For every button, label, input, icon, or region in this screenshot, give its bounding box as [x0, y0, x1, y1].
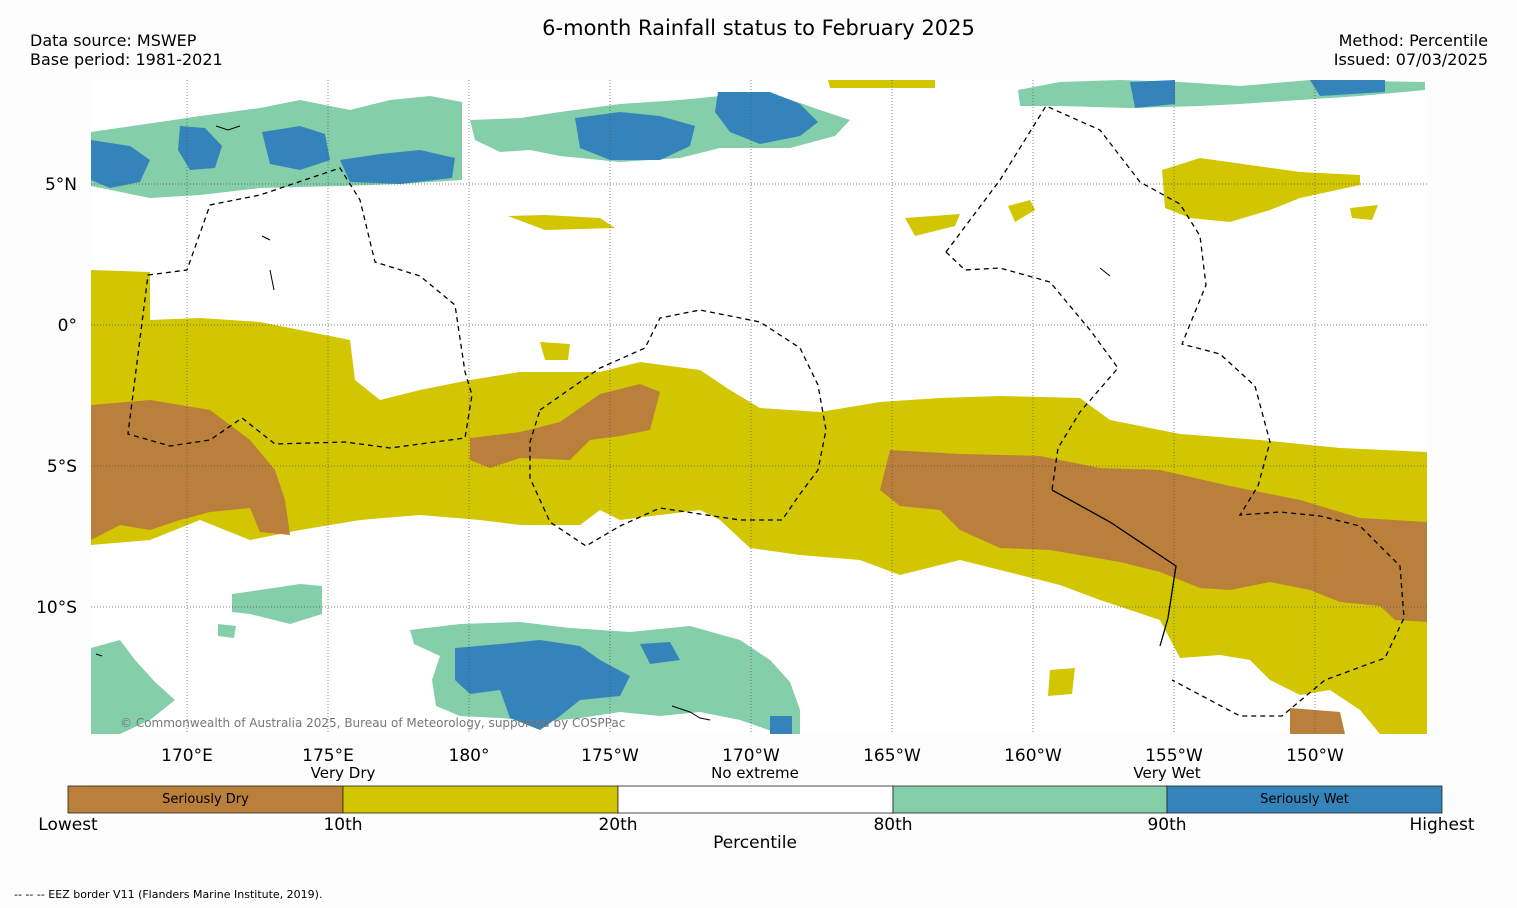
seriously-dry-regions — [91, 384, 1427, 734]
lon-label: 175°E — [302, 746, 354, 766]
issued-date: Issued: 07/03/2025 — [1333, 50, 1488, 69]
very-dry-regions — [91, 80, 1427, 734]
colorbar-very-dry — [342, 785, 619, 814]
island-outlines — [95, 125, 1111, 721]
colorbar-no-extreme — [617, 785, 894, 814]
colorbar-tick-label: 80th — [873, 815, 913, 835]
map-title: 6-month Rainfall status to February 2025 — [542, 16, 975, 40]
lat-label: 10°S — [36, 598, 77, 618]
data-source: Data source: MSWEP — [30, 31, 197, 50]
graticule — [91, 80, 1427, 734]
lat-label: 0° — [57, 316, 77, 336]
lon-label: 165°W — [863, 746, 921, 766]
seriously-wet-regions — [91, 80, 1385, 734]
colorbar-segment-label: Seriously Wet — [1260, 792, 1349, 807]
eez-legend-footnote: -- -- -- EEZ border V11 (Flanders Marine… — [14, 888, 323, 901]
colorbar-tick-label: 20th — [598, 815, 638, 835]
lon-label: 180° — [448, 746, 490, 766]
colorbar — [67, 785, 1443, 814]
colorbar-tick-label: 90th — [1147, 815, 1187, 835]
base-period: Base period: 1981-2021 — [30, 50, 223, 69]
eez-solid-border — [1051, 489, 1177, 647]
lon-label: 160°W — [1004, 746, 1062, 766]
lon-label: 150°W — [1286, 746, 1344, 766]
method: Method: Percentile — [1338, 31, 1488, 50]
lon-label: 175°W — [581, 746, 639, 766]
colorbar-seriously-wet — [1166, 785, 1443, 814]
colorbar-top-label: Very Dry — [310, 764, 376, 782]
colorbar-seriously-dry — [67, 785, 344, 814]
colorbar-tick-label: Highest — [1409, 815, 1475, 835]
colorbar-tick-label: Lowest — [38, 815, 98, 835]
colorbar-top-label: No extreme — [711, 764, 799, 782]
lon-label: 155°W — [1145, 746, 1203, 766]
colorbar-axis-title: Percentile — [713, 833, 797, 853]
lat-label: 5°N — [44, 175, 77, 195]
lon-label: 170°W — [722, 746, 780, 766]
colorbar-very-wet — [892, 785, 1168, 814]
eez-borders — [127, 105, 1405, 717]
colorbar-top-label: Very Wet — [1133, 764, 1201, 782]
lon-label: 170°E — [161, 746, 213, 766]
colorbar-segment-label: Seriously Dry — [162, 792, 249, 807]
copyright-notice: © Commonwealth of Australia 2025, Bureau… — [120, 716, 626, 730]
colorbar-tick-label: 10th — [323, 815, 363, 835]
lat-label: 5°S — [46, 457, 77, 477]
